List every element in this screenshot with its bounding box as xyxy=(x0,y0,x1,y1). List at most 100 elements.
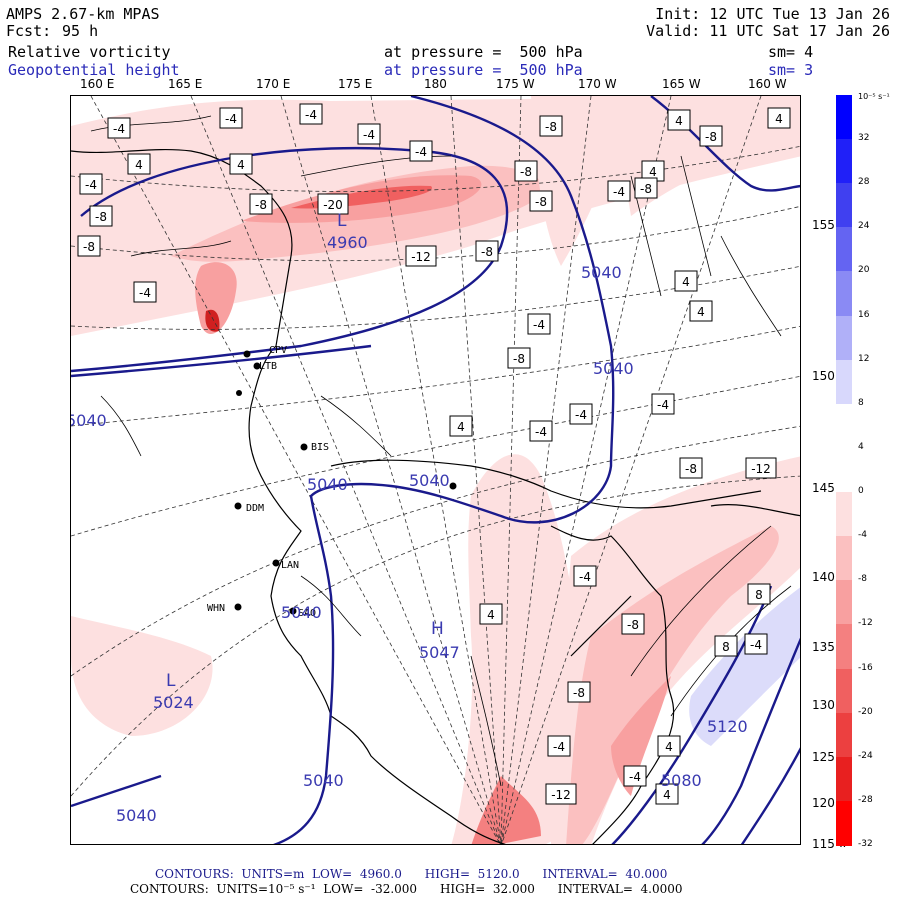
colorbar-label: -4 xyxy=(858,530,867,541)
height-label: 5040 xyxy=(71,411,107,430)
svg-text:-4: -4 xyxy=(535,425,547,439)
vorticity-labels: -4 -4 -4 -4 -4 4 4 -4 -8 -8 -8 -20 -12 -8 -8 -8 -8 -4 4 4 4 -… xyxy=(77,103,791,805)
colorbar-segment xyxy=(836,668,852,714)
svg-text:-12: -12 xyxy=(411,250,431,264)
colorbar-label: 8 xyxy=(858,397,864,408)
hl-labels: L L H xyxy=(166,211,444,691)
vorticity-value-label: -20 xyxy=(317,193,349,215)
lon-label: 165 W xyxy=(662,77,701,91)
svg-text:-8: -8 xyxy=(95,210,107,224)
vorticity-value-label: 4 xyxy=(767,107,791,129)
svg-text:4: 4 xyxy=(675,114,683,128)
colorbar-label: -28 xyxy=(858,794,873,805)
vorticity-value-label: -4 xyxy=(299,103,323,125)
vorticity-value-label: 4 xyxy=(667,109,691,131)
lon-label: 165 E xyxy=(168,77,203,91)
colorbar-segment xyxy=(836,95,852,141)
vorticity-value-label: 8 xyxy=(714,635,738,657)
svg-text:8: 8 xyxy=(755,588,763,602)
svg-text:4: 4 xyxy=(665,740,673,754)
lon-label: 175 E xyxy=(338,77,373,91)
field2-pressure: at pressure = 500 hPa xyxy=(384,61,583,79)
vorticity-value-label: -8 xyxy=(529,190,553,212)
svg-text:-4: -4 xyxy=(657,398,669,412)
lon-label: 160 W xyxy=(748,77,787,91)
svg-text:4: 4 xyxy=(697,305,705,319)
colorbar-segment xyxy=(836,271,852,317)
colorbar-segment xyxy=(836,403,852,449)
svg-text:-4: -4 xyxy=(225,112,237,126)
vorticity-value-label: -12 xyxy=(545,783,577,805)
vorticity-value-label: -12 xyxy=(405,245,437,267)
colorbar-label: 20 xyxy=(858,265,870,276)
station-label: CPV xyxy=(269,345,287,356)
forecast-label: Fcst: xyxy=(6,22,52,40)
svg-text:-8: -8 xyxy=(520,165,532,179)
svg-text:4: 4 xyxy=(487,608,495,622)
colorbar-label: 0 xyxy=(858,486,864,497)
svg-text:4: 4 xyxy=(775,112,783,126)
init-time: Init: 12 UTC Tue 13 Jan 26 xyxy=(655,5,890,23)
colorbar-segment xyxy=(836,447,852,494)
height-label: 4960 xyxy=(327,233,368,252)
vorticity-value-label: 4 xyxy=(674,270,698,292)
colorbar-segment xyxy=(836,359,852,405)
svg-text:8: 8 xyxy=(722,640,730,654)
svg-text:-4: -4 xyxy=(113,122,125,136)
vorticity-value-label: -8 xyxy=(679,457,703,479)
map-canvas: -4 -4 -4 -4 -4 4 4 -4 -8 -8 -8 -20 -12 -8 -8 -8 -8 -4 4 4 4 -… xyxy=(71,96,800,844)
vorticity-value-label: 4 xyxy=(127,153,151,175)
colorbar-segment xyxy=(836,536,852,582)
height-label: 5120 xyxy=(707,717,748,736)
svg-text:4: 4 xyxy=(237,158,245,172)
colorbar-label: -24 xyxy=(858,750,873,761)
station-labels: CPV LTB BIS DDM LAN WHN SAO xyxy=(207,345,329,619)
svg-text:-8: -8 xyxy=(481,245,493,259)
colorbar-label: -20 xyxy=(858,706,873,717)
height-label: 5040 xyxy=(303,771,344,790)
svg-text:-8: -8 xyxy=(627,618,639,632)
vorticity-value-label: -8 xyxy=(539,115,563,137)
svg-text:-4: -4 xyxy=(533,318,545,332)
field2-smoothing: sm= 3 xyxy=(768,61,814,79)
height-labels: 4960 5040 5040 5040 5040 5040 5040 5040 … xyxy=(71,233,748,825)
field2-name: Geopotential height xyxy=(8,61,180,79)
svg-text:-12: -12 xyxy=(551,788,571,802)
svg-text:4: 4 xyxy=(457,420,465,434)
height-label: 5040 xyxy=(409,471,450,490)
height-label: 5040 xyxy=(307,475,348,494)
svg-text:-8: -8 xyxy=(573,686,585,700)
vorticity-value-label: -4 xyxy=(744,633,768,655)
svg-text:-4: -4 xyxy=(613,185,625,199)
colorbar-segment xyxy=(836,624,852,670)
colorbar-label: 32 xyxy=(858,133,870,144)
svg-text:-4: -4 xyxy=(415,145,427,159)
svg-text:-4: -4 xyxy=(575,408,587,422)
vorticity-value-label: -4 xyxy=(623,765,647,787)
svg-text:-4: -4 xyxy=(139,286,151,300)
vorticity-value-label: -4 xyxy=(607,180,631,202)
vorticity-value-label: -8 xyxy=(507,347,531,369)
vorticity-value-label: -4 xyxy=(569,403,593,425)
vorticity-value-label: -8 xyxy=(89,205,113,227)
vorticity-value-label: -4 xyxy=(357,123,381,145)
station-markers xyxy=(234,350,457,615)
station-label: WHN xyxy=(207,603,225,614)
low-marker: L xyxy=(166,671,176,691)
colorbar-segment xyxy=(836,139,852,185)
colorbar-label: -12 xyxy=(858,618,873,629)
vorticity-value-label: 4 xyxy=(655,783,679,805)
vorticity-value-label: 4 xyxy=(479,603,503,625)
colorbar-segment xyxy=(836,580,852,626)
colorbar-segment xyxy=(836,800,852,846)
svg-text:-4: -4 xyxy=(363,128,375,142)
lon-label: 160 E xyxy=(80,77,115,91)
height-label: 5047 xyxy=(419,643,460,662)
vorticity-value-label: 4 xyxy=(657,735,681,757)
vorticity-value-label: -8 xyxy=(699,125,723,147)
height-label: 5080 xyxy=(661,771,702,790)
colorbar-label: 12 xyxy=(858,353,870,364)
vorticity-value-label: -4 xyxy=(409,140,433,162)
svg-text:-8: -8 xyxy=(545,120,557,134)
colorbar-label: -32 xyxy=(858,839,873,849)
